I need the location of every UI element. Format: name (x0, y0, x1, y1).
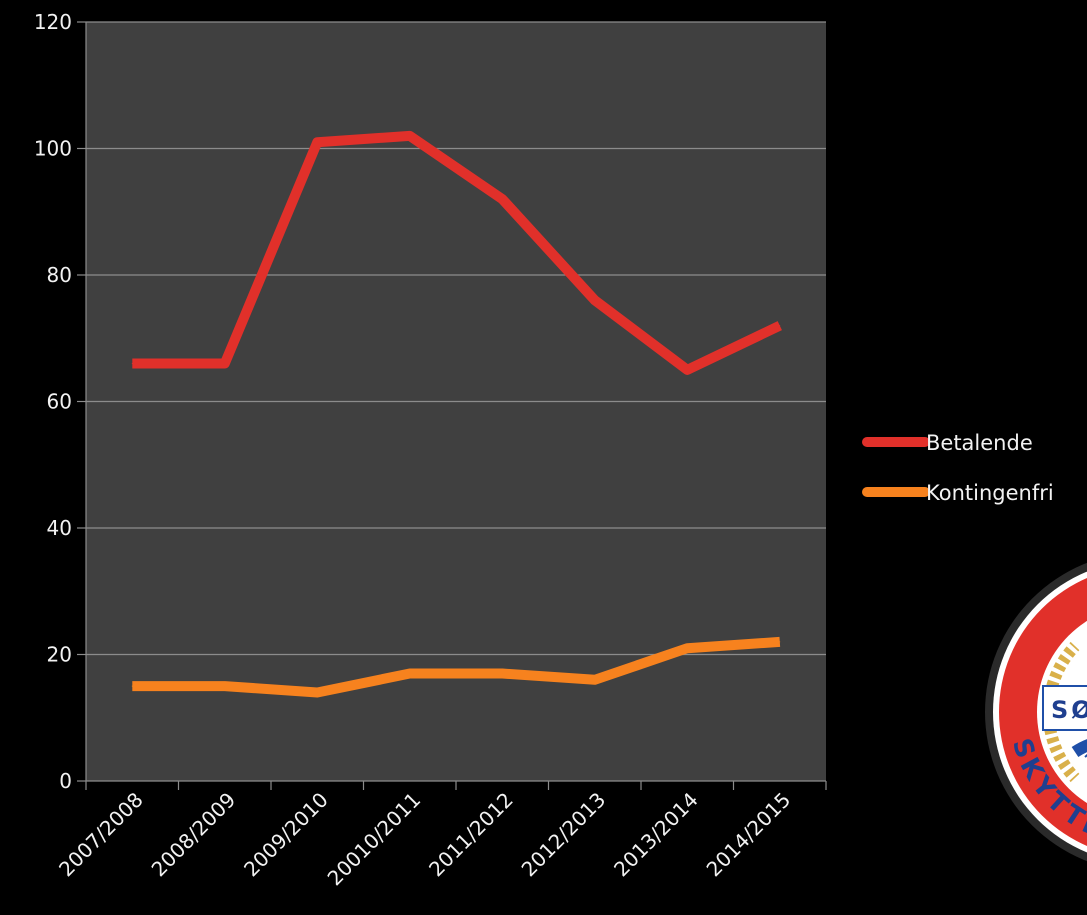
data-point (316, 691, 318, 693)
gridlines (86, 21, 826, 656)
series-line-betalende (132, 130, 782, 375)
data-point (409, 672, 411, 674)
series-lines (131, 130, 782, 698)
series-line-kontingenfri (132, 636, 781, 698)
legend[interactable]: Betalende Kontingenfri (862, 431, 1054, 505)
x-tick-label: 20010/2011 (323, 788, 426, 891)
legend-item-kontingenfri[interactable]: Kontingenfri (862, 481, 1054, 505)
data-point (501, 672, 503, 674)
data-point (779, 325, 781, 327)
data-point (594, 679, 596, 681)
y-axis-tick-labels: 0 20 40 60 80 100 120 (34, 10, 72, 793)
x-tick-label: 2012/2013 (517, 788, 611, 882)
data-point (686, 647, 688, 649)
x-tick-label: 2011/2012 (424, 788, 518, 882)
data-point (224, 363, 226, 365)
data-point (131, 363, 133, 365)
y-tick-label: 80 (47, 263, 72, 287)
data-point (131, 685, 133, 687)
x-tick-label: 2007/2008 (54, 788, 148, 882)
club-logo: SØL SKYTTE (985, 562, 1087, 862)
legend-label: Kontingenfri (926, 481, 1054, 505)
legend-item-betalende[interactable]: Betalende (862, 431, 1033, 455)
legend-label: Betalende (926, 431, 1033, 455)
data-point (316, 141, 318, 143)
data-point (501, 198, 503, 200)
data-point (779, 641, 781, 643)
y-tick-label: 40 (47, 516, 72, 540)
y-tick-label: 120 (34, 10, 72, 34)
y-tick-label: 0 (59, 769, 72, 793)
x-tick-label: 2008/2009 (147, 788, 241, 882)
y-tick-label: 100 (34, 137, 72, 161)
data-point (409, 135, 411, 137)
logo-text: SØL (1051, 696, 1087, 724)
data-point (594, 299, 596, 301)
y-tick-label: 60 (47, 390, 72, 414)
x-tick-label: 2009/2010 (239, 788, 333, 882)
x-tick-label: 2013/2014 (609, 788, 703, 882)
x-axis-tick-labels: 2007/20082008/20092009/201020010/2011201… (54, 788, 795, 891)
y-tick-label: 20 (47, 643, 72, 667)
data-point (224, 685, 226, 687)
axes (77, 21, 827, 790)
x-tick-label: 2014/2015 (702, 788, 796, 882)
data-point (686, 369, 688, 371)
